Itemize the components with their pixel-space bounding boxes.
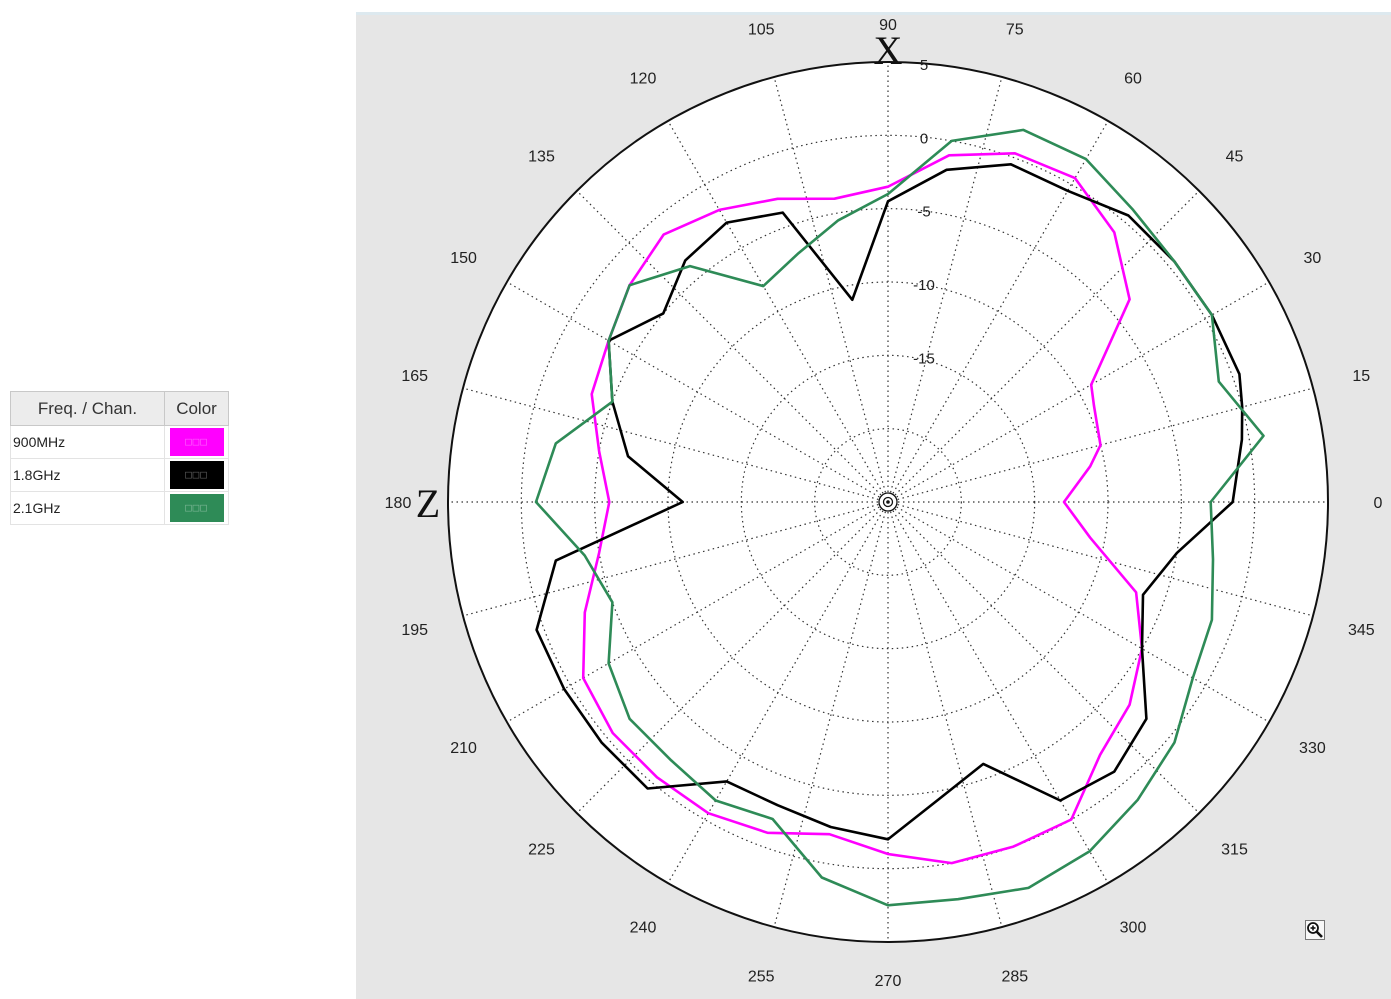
series-layer <box>534 128 1265 907</box>
grid-spoke <box>667 501 889 884</box>
angle-tick-label: 195 <box>401 622 428 639</box>
center-dot <box>886 500 890 504</box>
angle-tick-label: 330 <box>1299 740 1326 757</box>
legend-swatch-cell: □□□ <box>164 425 229 459</box>
angle-tick-label: 210 <box>450 740 477 757</box>
grid-spoke <box>667 120 889 503</box>
x-axis-mark: X <box>874 28 903 73</box>
grid-circle <box>520 134 1256 870</box>
radial-tick-label: 0 <box>920 130 928 147</box>
angle-tick-label: 300 <box>1120 919 1147 936</box>
angle-tick-label: 90 <box>879 17 897 34</box>
outer-ring <box>447 61 1329 943</box>
grid-spoke <box>506 281 889 503</box>
label-layer: 0 15 30 45 60 75 90 105 120 135 150 165 180 195 210 225… <box>385 17 1383 990</box>
angle-tick-label: 345 <box>1348 622 1375 639</box>
legend-row-1-8ghz[interactable]: 1.8GHz □□□ <box>10 458 229 492</box>
color-swatch[interactable]: □□□ <box>169 428 224 456</box>
angle-tick-label: 0 <box>1374 495 1383 512</box>
legend-label: 1.8GHz <box>10 458 165 492</box>
color-swatch[interactable]: □□□ <box>169 461 224 489</box>
grid-spoke <box>887 281 1270 503</box>
legend-label: 900MHz <box>10 425 165 459</box>
angle-tick-label: 15 <box>1352 368 1370 385</box>
angle-tick-label: 270 <box>875 973 902 990</box>
legend-header-color: Color <box>164 391 229 426</box>
angle-tick-label: 285 <box>1001 968 1028 985</box>
angle-tick-label: 315 <box>1221 842 1248 859</box>
z-axis-mark: Z <box>416 481 440 526</box>
grid-spoke <box>576 501 889 814</box>
series-line-900mhz <box>581 152 1144 865</box>
grid-circle <box>594 208 1182 796</box>
radial-tick-label: -5 <box>917 204 930 221</box>
legend-header-freq: Freq. / Chan. <box>10 391 165 426</box>
grid-spoke <box>462 501 889 617</box>
legend-row-900mhz[interactable]: 900MHz □□□ <box>10 425 229 459</box>
series-line-2-1ghz <box>534 128 1265 907</box>
grid-spoke <box>887 501 1314 617</box>
grid-spoke <box>887 501 1270 723</box>
grid-layer <box>448 62 1328 942</box>
legend-label: 2.1GHz <box>10 491 165 525</box>
angle-tick-label: 150 <box>450 250 477 267</box>
radial-tick-label: -15 <box>913 350 935 367</box>
legend-row-2-1ghz[interactable]: 2.1GHz □□□ <box>10 491 229 525</box>
radial-tick-label: -10 <box>913 277 935 294</box>
grid-spoke <box>506 501 889 723</box>
zoom-in-icon[interactable] <box>1305 920 1325 940</box>
angle-tick-label: 120 <box>630 71 657 88</box>
angle-tick-label: 45 <box>1226 149 1244 166</box>
angle-tick-label: 180 <box>385 495 412 512</box>
angle-tick-label: 75 <box>1006 22 1024 39</box>
series-line-1-8ghz <box>535 163 1244 841</box>
angle-tick-label: 30 <box>1304 250 1322 267</box>
radial-tick-label: 5 <box>920 57 928 74</box>
color-swatch[interactable]: □□□ <box>169 494 224 522</box>
angle-tick-label: 240 <box>630 919 657 936</box>
grid-spoke <box>462 387 889 503</box>
grid-circle <box>814 428 962 576</box>
grid-spoke <box>887 501 1200 814</box>
angle-tick-label: 60 <box>1124 71 1142 88</box>
grid-spoke <box>887 120 1109 503</box>
angle-tick-label: 135 <box>528 149 555 166</box>
grid-spoke <box>773 76 889 503</box>
angle-tick-label: 105 <box>748 22 775 39</box>
grid-spoke <box>887 501 1003 928</box>
grid-spoke <box>887 76 1003 503</box>
grid-spoke <box>576 190 889 503</box>
center-ring-inner <box>882 496 894 508</box>
legend-swatch-cell: □□□ <box>164 458 229 492</box>
legend-swatch-cell: □□□ <box>164 491 229 525</box>
grid-circle <box>740 354 1036 650</box>
legend-header-row: Freq. / Chan. Color <box>10 391 229 426</box>
legend-table: Freq. / Chan. Color 900MHz □□□ 1.8GHz □□… <box>10 391 229 525</box>
grid-spoke <box>773 501 889 928</box>
grid-spoke <box>887 501 1109 884</box>
center-marker <box>878 492 898 512</box>
angle-tick-label: 225 <box>528 842 555 859</box>
angle-tick-label: 255 <box>748 968 775 985</box>
angle-tick-label: 165 <box>401 368 428 385</box>
